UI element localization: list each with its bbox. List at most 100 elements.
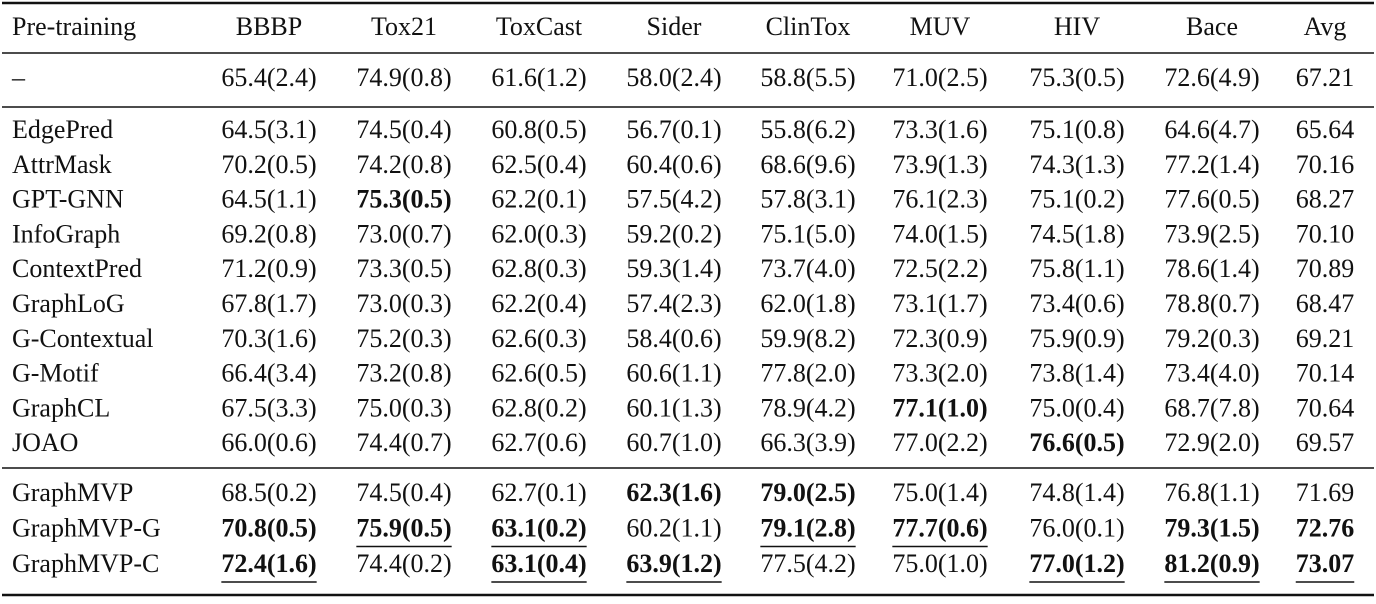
table-cell: 64.6(4.7) xyxy=(1164,115,1259,144)
table-cell: 77.5(4.2) xyxy=(760,549,855,578)
table-cell: 58.0(2.4) xyxy=(626,63,721,92)
table-cell: 69.2(0.8) xyxy=(221,219,316,248)
table-cell: 62.3(1.6) xyxy=(626,478,721,507)
table-cell: 73.3(1.6) xyxy=(892,115,987,144)
table-cell: 68.47 xyxy=(1296,289,1355,318)
header-cell: Avg xyxy=(1304,12,1347,41)
table-cell: 65.64 xyxy=(1296,115,1355,144)
row-label: ContextPred xyxy=(12,254,142,283)
table-cell: 75.9(0.9) xyxy=(1029,324,1124,353)
table-cell: 56.7(0.1) xyxy=(626,115,721,144)
table-cell: 77.0(2.2) xyxy=(892,428,987,457)
table-cell: 79.0(2.5) xyxy=(760,478,855,507)
row-label: G-Contextual xyxy=(12,324,154,353)
table-cell: 74.0(1.5) xyxy=(892,219,987,248)
row-label: GraphCL xyxy=(12,393,110,422)
table-cell: 75.2(0.3) xyxy=(356,324,451,353)
table-cell: 67.5(3.3) xyxy=(221,393,316,422)
table-cell: 79.2(0.3) xyxy=(1164,324,1259,353)
row-label: – xyxy=(11,63,26,92)
table-cell: 74.2(0.8) xyxy=(356,150,451,179)
table-cell: 65.4(2.4) xyxy=(221,63,316,92)
table-cell: 71.0(2.5) xyxy=(892,63,987,92)
table-cell: 81.2(0.9) xyxy=(1164,549,1259,578)
table-cell: 75.1(0.2) xyxy=(1029,185,1124,214)
table-cell: 75.0(1.4) xyxy=(892,478,987,507)
table-cell: 67.8(1.7) xyxy=(221,289,316,318)
table-cell: 60.1(1.3) xyxy=(626,393,721,422)
table-cell: 62.2(0.1) xyxy=(491,185,586,214)
table-cell: 73.9(2.5) xyxy=(1164,219,1259,248)
table-cell: 73.0(0.7) xyxy=(356,219,451,248)
header-cell: ToxCast xyxy=(496,12,583,41)
table-cell: 73.1(1.7) xyxy=(892,289,987,318)
row-label: GPT-GNN xyxy=(12,185,124,214)
table-cell: 78.9(4.2) xyxy=(760,393,855,422)
table-cell: 68.7(7.8) xyxy=(1164,393,1259,422)
table-cell: 57.4(2.3) xyxy=(626,289,721,318)
table-cell: 78.8(0.7) xyxy=(1164,289,1259,318)
table-cell: 77.2(1.4) xyxy=(1164,150,1259,179)
table-cell: 76.8(1.1) xyxy=(1164,478,1259,507)
table-cell: 62.0(0.3) xyxy=(491,219,586,248)
table-cell: 62.7(0.6) xyxy=(491,428,586,457)
table-cell: 58.8(5.5) xyxy=(760,63,855,92)
table-cell: 70.10 xyxy=(1296,219,1355,248)
table-cell: 72.9(2.0) xyxy=(1164,428,1259,457)
table-cell: 61.6(1.2) xyxy=(491,63,586,92)
table-cell: 75.9(0.5) xyxy=(356,513,451,542)
table-cell: 76.1(2.3) xyxy=(892,185,987,214)
row-label: EdgePred xyxy=(12,115,113,144)
table-cell: 73.4(4.0) xyxy=(1164,359,1259,388)
table-cell: 66.0(0.6) xyxy=(221,428,316,457)
header-cell: HIV xyxy=(1054,12,1100,41)
table-cell: 62.7(0.1) xyxy=(491,478,586,507)
table-cell: 77.0(1.2) xyxy=(1029,549,1124,578)
table-cell: 70.16 xyxy=(1296,150,1355,179)
table-cell: 70.14 xyxy=(1296,359,1355,388)
table-cell: 62.8(0.2) xyxy=(491,393,586,422)
table-cell: 60.2(1.1) xyxy=(626,513,721,542)
table-cell: 77.1(1.0) xyxy=(892,393,987,422)
table-cell: 72.3(0.9) xyxy=(892,324,987,353)
row-label: GraphMVP xyxy=(12,478,133,507)
table-cell: 72.76 xyxy=(1296,513,1355,542)
table-cell: 72.5(2.2) xyxy=(892,254,987,283)
header-cell: Bace xyxy=(1186,12,1238,41)
table-cell: 70.89 xyxy=(1296,254,1355,283)
table-cell: 73.8(1.4) xyxy=(1029,359,1124,388)
table-cell: 62.0(1.8) xyxy=(760,289,855,318)
table-cell: 73.07 xyxy=(1296,549,1355,578)
table-cell: 63.1(0.2) xyxy=(491,513,586,542)
table-cell: 67.21 xyxy=(1296,63,1355,92)
table-cell: 58.4(0.6) xyxy=(626,324,721,353)
table-cell: 57.5(4.2) xyxy=(626,185,721,214)
table-cell: 70.64 xyxy=(1296,393,1355,422)
header-cell: MUV xyxy=(910,12,971,41)
table-cell: 72.6(4.9) xyxy=(1164,63,1259,92)
table-cell: 66.4(3.4) xyxy=(221,359,316,388)
table-cell: 75.0(1.0) xyxy=(892,549,987,578)
table-cell: 60.7(1.0) xyxy=(626,428,721,457)
table-cell: 69.21 xyxy=(1296,324,1355,353)
table-cell: 63.1(0.4) xyxy=(491,549,586,578)
table-cell: 68.5(0.2) xyxy=(221,478,316,507)
table-cell: 75.0(0.4) xyxy=(1029,393,1124,422)
row-label: InfoGraph xyxy=(12,219,120,248)
header-cell: Tox21 xyxy=(371,12,437,41)
table-cell: 64.5(3.1) xyxy=(221,115,316,144)
table-cell: 74.4(0.7) xyxy=(356,428,451,457)
table-cell: 73.9(1.3) xyxy=(892,150,987,179)
table-cell: 73.3(0.5) xyxy=(356,254,451,283)
table-cell: 66.3(3.9) xyxy=(760,428,855,457)
header-cell: ClinTox xyxy=(766,12,851,41)
table-cell: 78.6(1.4) xyxy=(1164,254,1259,283)
table-cell: 73.0(0.3) xyxy=(356,289,451,318)
row-label: JOAO xyxy=(12,428,78,457)
table-cell: 75.8(1.1) xyxy=(1029,254,1124,283)
table-cell: 57.8(3.1) xyxy=(760,185,855,214)
table-cell: 62.5(0.4) xyxy=(491,150,586,179)
table-cell: 60.4(0.6) xyxy=(626,150,721,179)
